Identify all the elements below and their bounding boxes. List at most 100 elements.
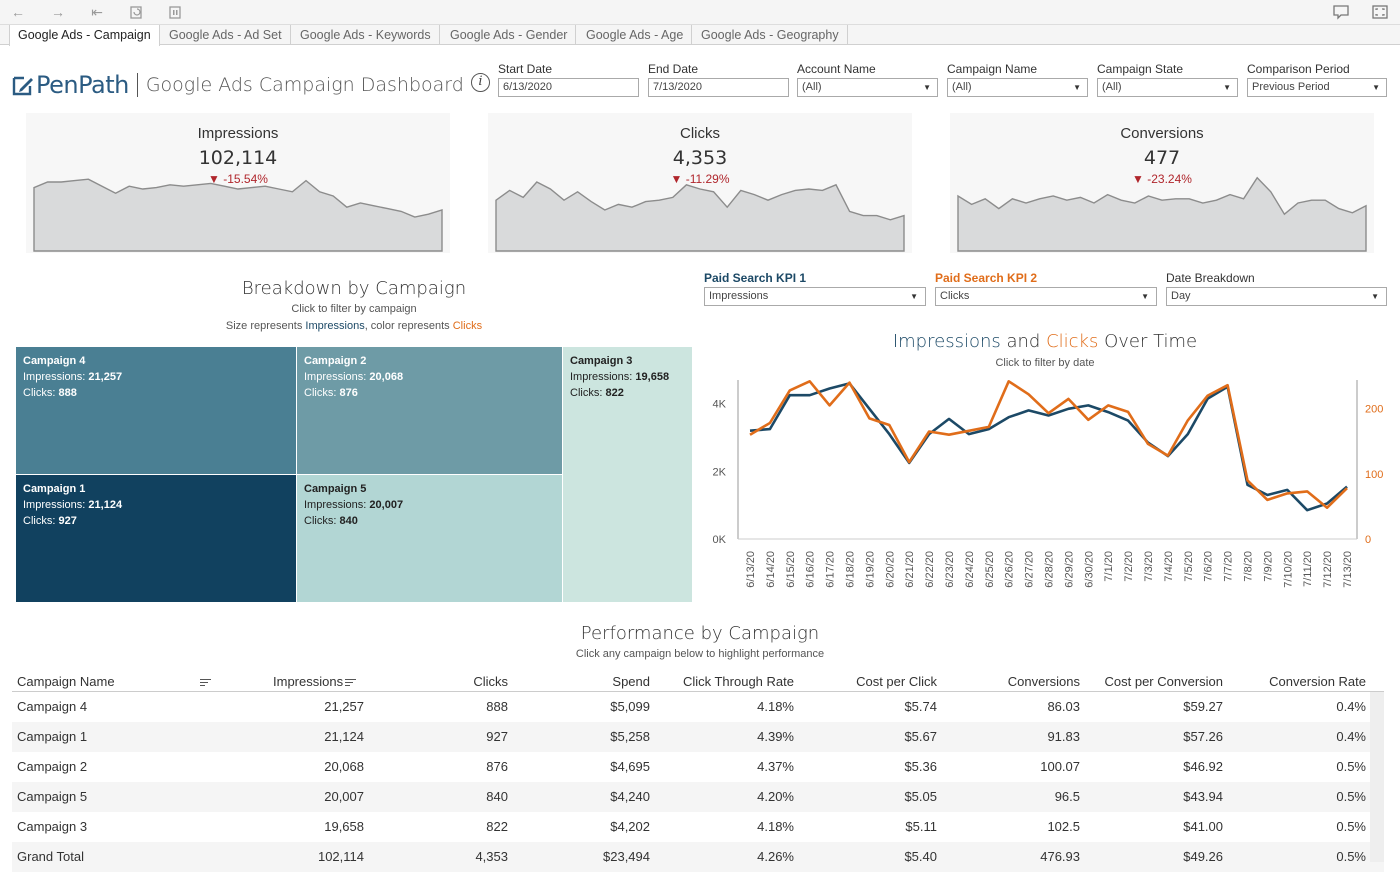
kpi-card-conversions[interactable]: Conversions 477 ▼ -23.24% [950, 113, 1374, 253]
account-name-filter: Account Name (All) [797, 62, 938, 97]
campaign-sort-icon[interactable] [198, 672, 211, 692]
cell-name: Campaign 5 [304, 483, 367, 495]
col-cost-per-conversion[interactable]: Cost per Conversion [1104, 674, 1224, 689]
cell-impressions-label: Impressions: [23, 499, 89, 511]
cell-impressions-label: Impressions: [304, 371, 370, 383]
x-tick-label: 6/24/20 [964, 551, 976, 588]
table-row[interactable]: Campaign 4 21,257 888 $5,099 4.18% $5.74 86.03… [12, 692, 1384, 722]
table-row[interactable]: Campaign 3 19,658 822 $4,202 4.18% $5.11 102.5… [12, 812, 1384, 842]
kpi-card-clicks[interactable]: Clicks 4,353 ▼ -11.29% [488, 113, 912, 253]
table-row[interactable]: Campaign 2 20,068 876 $4,695 4.37% $5.36 100.0… [12, 752, 1384, 782]
comment-icon[interactable] [1332, 4, 1350, 20]
x-tick-label: 6/25/20 [984, 551, 996, 588]
cell-clicks: 927 [58, 515, 77, 527]
legend-size-word: Impressions [305, 320, 365, 332]
tab-keywords[interactable]: Google Ads - Keywords [292, 25, 440, 45]
impressions-clicks-line-chart[interactable]: 0K 2K 4K 0 100 200 6/13/20 6/14/20 6/15/20 6/16/2… [700, 375, 1400, 605]
y-right-tick-label: 100 [1365, 469, 1383, 481]
col-spend[interactable]: Spend [612, 674, 650, 689]
forward-icon[interactable]: → [51, 4, 65, 20]
treemap-cell-campaign-2[interactable]: Campaign 2 Impressions: 20,068 Clicks: 8… [297, 347, 562, 474]
kpi-value: 102,114 [198, 147, 278, 169]
kpi2-selector-label: Paid Search KPI 2 [935, 271, 1038, 285]
start-date-input[interactable]: 6/13/2020 [498, 78, 639, 97]
kpi2-select[interactable]: Clicks [935, 287, 1157, 306]
treemap-cell-campaign-1[interactable]: Campaign 1 Impressions: 21,124 Clicks: 9… [16, 475, 296, 602]
x-tick-label: 6/16/20 [805, 551, 817, 588]
end-date-input[interactable]: 7/13/2020 [648, 78, 789, 97]
kpi-card-impressions[interactable]: Impressions 102,114 ▼ -15.54% [26, 113, 450, 253]
cell-conversion-rate: 0.4% [1336, 699, 1366, 714]
pause-icon[interactable] [166, 4, 184, 20]
table-scrollbar[interactable] [1370, 692, 1384, 862]
cell-clicks-label: Clicks: [23, 387, 59, 399]
back-icon[interactable]: ← [11, 4, 25, 20]
x-tick-label: 6/23/20 [944, 551, 956, 588]
info-icon[interactable]: i [471, 73, 490, 92]
cell-name: Campaign 1 [23, 483, 86, 495]
date-breakdown-label: Date Breakdown [1166, 271, 1255, 285]
x-tick-label: 6/13/20 [745, 551, 757, 588]
cell-ctr: 4.26% [757, 849, 794, 864]
campaign-state-select[interactable]: (All) [1097, 78, 1238, 97]
x-tick-label: 6/30/20 [1083, 551, 1095, 588]
treemap-cell-campaign-4[interactable]: Campaign 4 Impressions: 21,257 Clicks: 8… [16, 347, 296, 474]
treemap-cell-campaign-3[interactable]: Campaign 3 Impressions: 19,658 Clicks: 8… [563, 347, 692, 602]
cell-impressions: 21,257 [324, 699, 364, 714]
cell-clicks: 4,353 [475, 849, 508, 864]
treemap-cell-campaign-5[interactable]: Campaign 5 Impressions: 20,007 Clicks: 8… [297, 475, 562, 602]
tab-gender[interactable]: Google Ads - Gender [442, 25, 577, 45]
comparison-period-select[interactable]: Previous Period [1247, 78, 1387, 97]
tab-age[interactable]: Google Ads - Age [578, 25, 693, 45]
col-conversions[interactable]: Conversions [1007, 674, 1080, 689]
date-breakdown-select[interactable]: Day [1166, 287, 1387, 306]
cell-clicks: 876 [339, 387, 358, 399]
cell-clicks: 840 [339, 515, 358, 527]
x-tick-label: 6/18/20 [845, 551, 857, 588]
col-impressions[interactable]: Impressions [273, 672, 357, 692]
cell-spend: $4,695 [610, 759, 650, 774]
x-tick-label: 6/22/20 [924, 551, 936, 588]
x-tick-label: 7/4/20 [1163, 551, 1175, 582]
cell-impressions: 20,068 [369, 371, 404, 383]
cell-conversion-rate: 0.5% [1336, 789, 1366, 804]
col-cpc[interactable]: Cost per Click [856, 674, 937, 689]
refresh-icon[interactable] [127, 4, 145, 20]
col-clicks[interactable]: Clicks [473, 674, 508, 689]
cell-campaign-name: Campaign 5 [17, 789, 88, 804]
cell-ctr: 4.39% [757, 729, 794, 744]
sheet-tabs: Google Ads - Campaign Google Ads - Ad Se… [0, 25, 1400, 46]
table-row[interactable]: Campaign 5 20,007 840 $4,240 4.20% $5.05 96.5 $… [12, 782, 1384, 812]
cell-clicks: 888 [58, 387, 77, 399]
grand-total-row[interactable]: Grand Total 102,114 4,353 $23,494 4.26% $5.40… [12, 842, 1384, 872]
tab-ad-set[interactable]: Google Ads - Ad Set [161, 25, 291, 45]
fullscreen-icon[interactable] [1371, 4, 1389, 20]
kpi-delta: ▼ -11.29% [670, 172, 730, 186]
cell-name: Campaign 3 [570, 355, 633, 367]
cell-cost-per-conversion: $46.92 [1183, 759, 1223, 774]
cell-clicks: 888 [486, 699, 508, 714]
filter-label: Account Name [797, 62, 876, 76]
x-tick-label: 6/19/20 [864, 551, 876, 588]
x-tick-label: 6/28/20 [1044, 551, 1056, 588]
breakdown-subtitle: Click to filter by campaign [291, 303, 417, 315]
col-campaign-name[interactable]: Campaign Name [17, 674, 115, 689]
series-line-clicks [749, 380, 1348, 509]
kpi-value: 477 [1143, 147, 1181, 169]
filter-label: Start Date [498, 62, 553, 76]
x-tick-label: 7/9/20 [1262, 551, 1274, 582]
impressions-sort-icon[interactable] [345, 678, 357, 688]
campaign-name-select[interactable]: (All) [947, 78, 1088, 97]
col-conversion-rate[interactable]: Conversion Rate [1269, 674, 1366, 689]
kpi1-select[interactable]: Impressions [704, 287, 926, 306]
table-row[interactable]: Campaign 1 21,124 927 $5,258 4.39% $5.67 91.83… [12, 722, 1384, 752]
x-tick-label: 7/7/20 [1223, 551, 1235, 582]
first-icon[interactable]: ⇤ [91, 4, 103, 20]
title-series-b: Clicks [1046, 331, 1099, 352]
tab-geography[interactable]: Google Ads - Geography [693, 25, 848, 45]
account-name-select[interactable]: (All) [797, 78, 938, 97]
cell-conversions: 476.93 [1040, 849, 1080, 864]
cell-clicks: 876 [486, 759, 508, 774]
col-ctr[interactable]: Click Through Rate [682, 674, 794, 689]
tab-campaign[interactable]: Google Ads - Campaign [9, 25, 160, 46]
